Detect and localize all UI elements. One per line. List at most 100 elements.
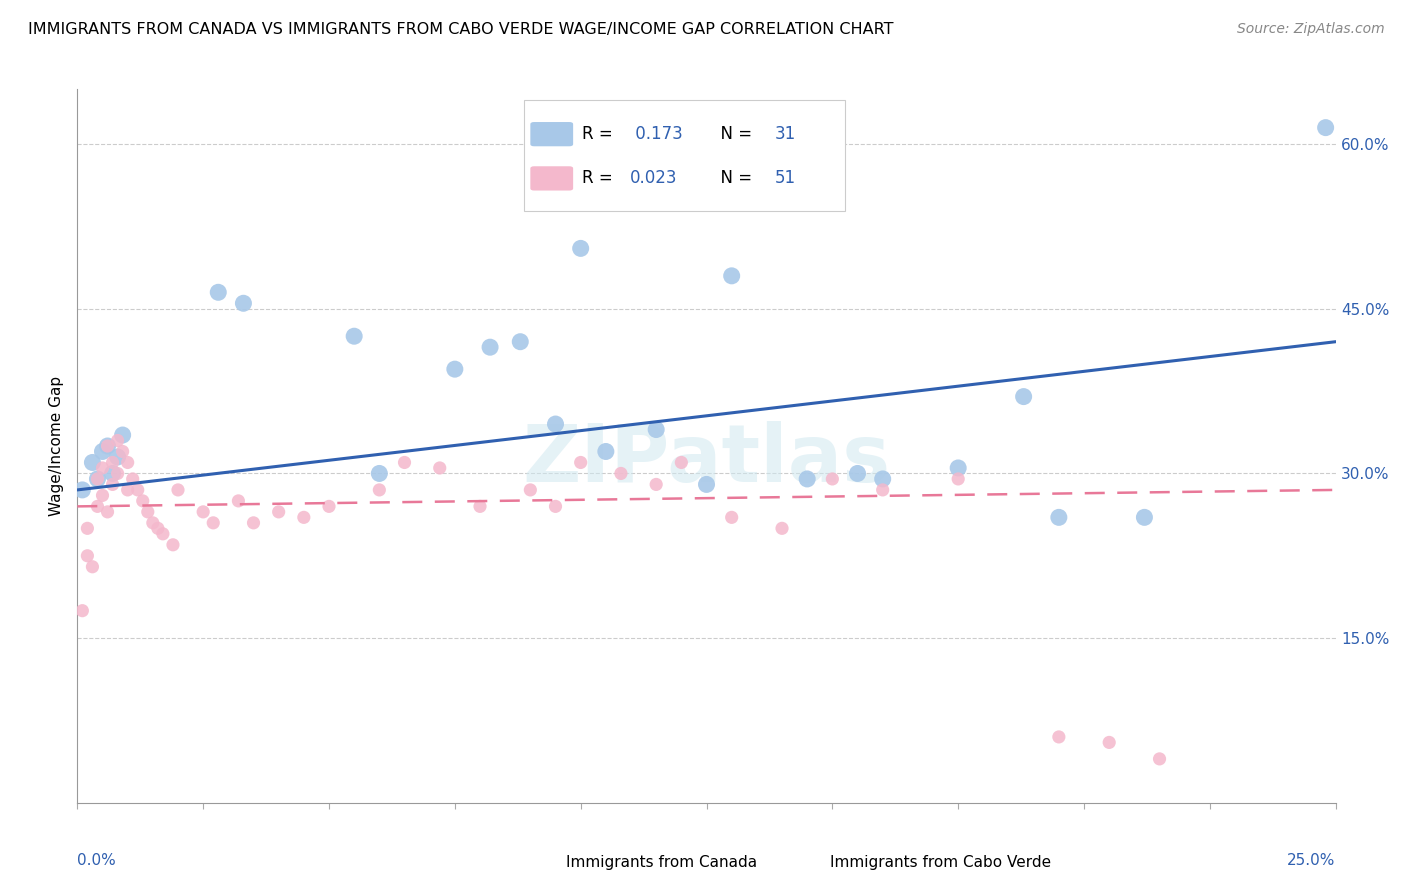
FancyBboxPatch shape bbox=[530, 166, 574, 191]
Y-axis label: Wage/Income Gap: Wage/Income Gap bbox=[49, 376, 65, 516]
Point bbox=[101, 477, 124, 491]
Point bbox=[671, 455, 693, 469]
Point bbox=[76, 549, 98, 563]
Point bbox=[86, 500, 108, 514]
Point bbox=[595, 444, 617, 458]
Point bbox=[368, 467, 391, 481]
Point bbox=[770, 521, 793, 535]
FancyBboxPatch shape bbox=[527, 851, 561, 873]
Point bbox=[72, 604, 94, 618]
Point bbox=[82, 559, 104, 574]
Point bbox=[91, 444, 114, 458]
Point bbox=[1098, 735, 1121, 749]
Point bbox=[509, 334, 531, 349]
Point bbox=[111, 428, 134, 442]
Point bbox=[91, 461, 114, 475]
FancyBboxPatch shape bbox=[530, 122, 574, 146]
Text: R =: R = bbox=[582, 169, 617, 187]
Text: Immigrants from Cabo Verde: Immigrants from Cabo Verde bbox=[830, 855, 1050, 870]
Point bbox=[569, 241, 592, 255]
Text: Source: ZipAtlas.com: Source: ZipAtlas.com bbox=[1237, 22, 1385, 37]
Text: 51: 51 bbox=[775, 169, 796, 187]
Point bbox=[645, 477, 668, 491]
Point bbox=[96, 505, 118, 519]
Point bbox=[1149, 752, 1171, 766]
Point bbox=[394, 455, 416, 469]
Point bbox=[1012, 390, 1035, 404]
Point bbox=[207, 285, 229, 300]
Point bbox=[242, 516, 264, 530]
Text: ZIPatlas: ZIPatlas bbox=[523, 421, 890, 500]
Point bbox=[872, 472, 894, 486]
Point bbox=[544, 500, 567, 514]
Point bbox=[720, 510, 742, 524]
FancyBboxPatch shape bbox=[792, 851, 825, 873]
Point bbox=[202, 516, 225, 530]
Point bbox=[101, 455, 124, 469]
Point bbox=[1047, 510, 1070, 524]
Point bbox=[91, 488, 114, 502]
Point bbox=[645, 423, 668, 437]
Point bbox=[132, 494, 155, 508]
Point bbox=[846, 467, 869, 481]
Point bbox=[117, 483, 139, 497]
Point bbox=[228, 494, 250, 508]
Point bbox=[569, 455, 592, 469]
Point bbox=[1133, 510, 1156, 524]
Point bbox=[121, 472, 143, 486]
Point bbox=[544, 417, 567, 431]
Point bbox=[1047, 730, 1070, 744]
Point bbox=[796, 472, 818, 486]
Text: 0.023: 0.023 bbox=[630, 169, 678, 187]
Text: R =: R = bbox=[582, 125, 617, 143]
Point bbox=[468, 500, 491, 514]
Text: Immigrants from Canada: Immigrants from Canada bbox=[565, 855, 756, 870]
Point bbox=[167, 483, 190, 497]
Point bbox=[136, 505, 159, 519]
Point bbox=[948, 472, 970, 486]
Point bbox=[117, 455, 139, 469]
Point bbox=[267, 505, 290, 519]
Point bbox=[292, 510, 315, 524]
Point bbox=[96, 439, 118, 453]
Point bbox=[696, 477, 718, 491]
Point bbox=[76, 521, 98, 535]
Point bbox=[82, 455, 104, 469]
Point bbox=[872, 483, 894, 497]
Text: 25.0%: 25.0% bbox=[1288, 853, 1336, 868]
Point bbox=[86, 472, 108, 486]
Point bbox=[142, 516, 165, 530]
Text: 0.173: 0.173 bbox=[630, 125, 682, 143]
Point bbox=[127, 483, 149, 497]
Point bbox=[1315, 120, 1337, 135]
Point bbox=[191, 505, 215, 519]
Point bbox=[368, 483, 391, 497]
Point bbox=[96, 439, 118, 453]
Point bbox=[232, 296, 254, 310]
Text: 0.0%: 0.0% bbox=[77, 853, 117, 868]
Point bbox=[519, 483, 541, 497]
Point bbox=[107, 467, 129, 481]
Point bbox=[162, 538, 184, 552]
Point bbox=[429, 461, 451, 475]
Point bbox=[720, 268, 742, 283]
Point bbox=[821, 472, 844, 486]
Point bbox=[610, 467, 633, 481]
Point bbox=[146, 521, 169, 535]
Point bbox=[318, 500, 340, 514]
Point bbox=[107, 434, 129, 448]
Point bbox=[948, 461, 970, 475]
Point bbox=[111, 444, 134, 458]
FancyBboxPatch shape bbox=[524, 100, 845, 211]
Point bbox=[152, 526, 174, 541]
Point bbox=[86, 472, 108, 486]
Text: IMMIGRANTS FROM CANADA VS IMMIGRANTS FROM CABO VERDE WAGE/INCOME GAP CORRELATION: IMMIGRANTS FROM CANADA VS IMMIGRANTS FRO… bbox=[28, 22, 894, 37]
Point bbox=[101, 467, 124, 481]
Text: N =: N = bbox=[710, 125, 758, 143]
Text: N =: N = bbox=[710, 169, 758, 187]
Point bbox=[444, 362, 467, 376]
Point bbox=[72, 483, 94, 497]
Point bbox=[343, 329, 366, 343]
Text: 31: 31 bbox=[775, 125, 796, 143]
Point bbox=[479, 340, 502, 354]
